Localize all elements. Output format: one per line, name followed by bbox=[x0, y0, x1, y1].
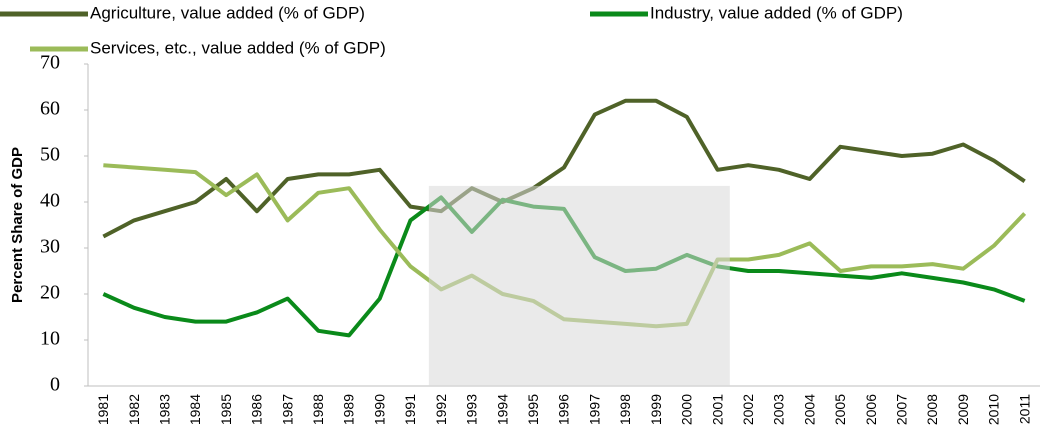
x-tick-label: 1997 bbox=[586, 394, 602, 425]
x-tick-label: 1992 bbox=[433, 394, 449, 425]
x-tick-label: 1983 bbox=[156, 394, 172, 425]
x-tick-label: 1987 bbox=[279, 394, 295, 425]
x-tick-label: 1998 bbox=[617, 394, 633, 425]
x-tick-label: 2000 bbox=[679, 394, 695, 425]
x-tick-label: 2001 bbox=[709, 394, 725, 425]
x-tick-label: 1999 bbox=[648, 394, 664, 425]
x-tick-label: 2008 bbox=[924, 394, 940, 425]
x-tick-label: 1996 bbox=[556, 394, 572, 425]
x-tick-label: 2010 bbox=[986, 394, 1002, 425]
x-tick-label: 2004 bbox=[801, 394, 817, 425]
y-tick-label: 50 bbox=[40, 144, 60, 166]
x-tick-label: 1984 bbox=[187, 394, 203, 425]
x-tick-label: 1989 bbox=[341, 394, 357, 425]
y-tick-label: 10 bbox=[40, 328, 60, 350]
legend-label: Services, etc., value added (% of GDP) bbox=[90, 38, 386, 57]
shaded-range bbox=[428, 185, 730, 386]
x-tick-label: 1993 bbox=[464, 394, 480, 425]
x-tick-label: 1988 bbox=[310, 394, 326, 425]
y-tick-label: 0 bbox=[50, 374, 60, 396]
legend-label: Industry, value added (% of GDP) bbox=[650, 3, 903, 22]
series-line bbox=[102, 98, 1026, 239]
x-tick-label: 2005 bbox=[832, 394, 848, 425]
x-tick-label: 1995 bbox=[525, 394, 541, 425]
y-tick-label: 60 bbox=[40, 98, 60, 120]
y-tick-label: 30 bbox=[40, 236, 60, 258]
x-tick-label: 1982 bbox=[126, 394, 142, 425]
x-tick-label: 1990 bbox=[371, 394, 387, 425]
x-tick-label: 1985 bbox=[218, 394, 234, 425]
y-tick-label: 40 bbox=[40, 190, 60, 212]
x-tick-label: 2002 bbox=[740, 394, 756, 425]
x-tick-label: 1994 bbox=[494, 394, 510, 425]
y-axis-label: Percent Share of GDP bbox=[9, 147, 26, 303]
x-tick-label: 2009 bbox=[955, 394, 971, 425]
x-tick-label: 1986 bbox=[249, 394, 265, 425]
x-tick-label: 2003 bbox=[771, 394, 787, 425]
y-tick-label: 70 bbox=[40, 52, 60, 74]
x-tick-label: 2006 bbox=[863, 394, 879, 425]
y-tick-label: 20 bbox=[40, 282, 60, 304]
x-tick-label: 1991 bbox=[402, 394, 418, 425]
legend-label: Agriculture, value added (% of GDP) bbox=[90, 3, 365, 22]
x-tick-label: 1981 bbox=[95, 394, 111, 425]
x-tick-label: 2011 bbox=[1016, 394, 1032, 424]
x-tick-label: 2007 bbox=[894, 394, 910, 425]
